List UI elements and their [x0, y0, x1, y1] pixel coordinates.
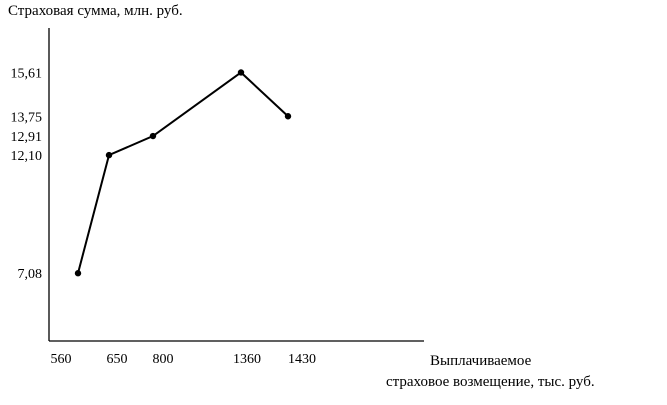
data-point — [149, 132, 157, 140]
data-point — [105, 151, 113, 159]
y-tick-label: 12,10 — [11, 149, 43, 164]
x-tick-label: 800 — [153, 352, 174, 367]
data-point — [237, 69, 245, 76]
y-tick-labels: 15,61 13,75 12,91 12,10 7,08 — [11, 66, 43, 282]
y-tick-label: 12,91 — [11, 130, 43, 145]
x-tick-label: 650 — [107, 352, 128, 367]
x-axis-title-line1: Выплачиваемое — [430, 353, 532, 369]
series-line — [77, 71, 289, 274]
y-tick-label: 13,75 — [11, 110, 43, 125]
y-axis-title: Страховая сумма, млн. руб. — [8, 3, 183, 19]
data-point — [74, 270, 82, 277]
data-point — [284, 113, 292, 120]
y-tick-label: 15,61 — [11, 66, 43, 81]
x-tick-label: 560 — [51, 352, 72, 367]
data-points — [74, 69, 292, 277]
x-tick-label: 1360 — [233, 352, 261, 367]
y-tick-label: 7,08 — [18, 267, 43, 282]
x-tick-labels: 560 650 800 1360 1430 — [51, 352, 317, 367]
x-tick-label: 1430 — [288, 352, 316, 367]
x-axis-title-line2: страховое возмещение, тыс. руб. — [386, 374, 595, 390]
